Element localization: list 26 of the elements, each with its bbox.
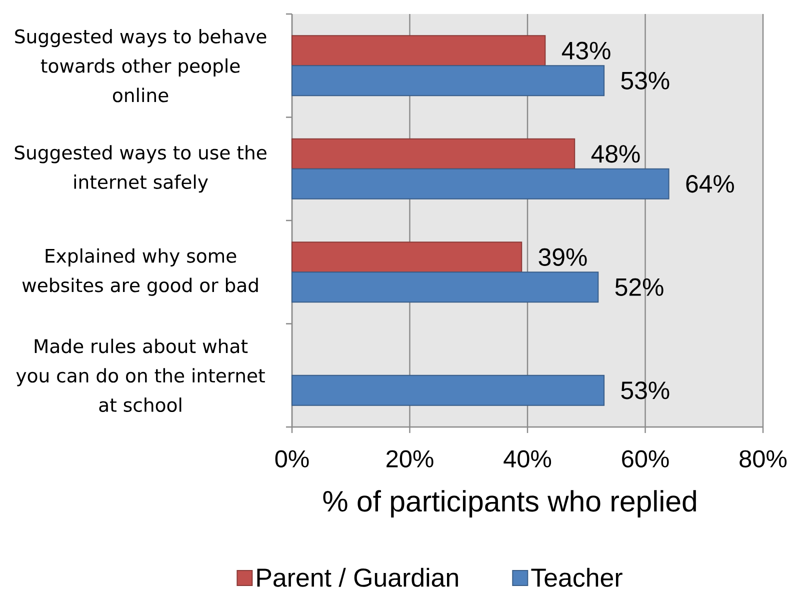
bar xyxy=(292,65,605,96)
data-label: 64% xyxy=(686,175,734,193)
data-label: 52% xyxy=(615,278,664,296)
data-label: 53% xyxy=(621,72,670,90)
bar xyxy=(292,168,670,200)
bar xyxy=(292,242,522,273)
data-label: 48% xyxy=(591,145,640,163)
bar xyxy=(292,35,546,66)
data-label: 53% xyxy=(621,382,670,400)
x-axis-title: % of participants who replied xyxy=(323,490,696,518)
legend-label: Teacher xyxy=(531,568,622,587)
y-tick-label: Explained why some websites are good or bad xyxy=(22,248,258,296)
y-tick-label: Suggested ways to behave towards other people online xyxy=(15,28,266,102)
bar xyxy=(292,272,599,303)
x-tick-label: 40% xyxy=(504,450,552,468)
x-tick-label: 0% xyxy=(275,450,309,468)
legend-label: Parent / Guardian xyxy=(257,568,458,587)
bar xyxy=(292,374,605,406)
data-label: 39% xyxy=(538,248,587,266)
y-tick-label: Made rules about what you can do on the internet at school xyxy=(16,338,265,412)
data-label: 43% xyxy=(562,42,610,60)
bar xyxy=(292,138,576,170)
y-tick-label: Suggested ways to use the internet safely xyxy=(14,145,266,193)
x-tick-label: 80% xyxy=(740,450,787,468)
x-tick-label: 60% xyxy=(622,450,669,468)
x-tick-label: 20% xyxy=(386,450,434,468)
